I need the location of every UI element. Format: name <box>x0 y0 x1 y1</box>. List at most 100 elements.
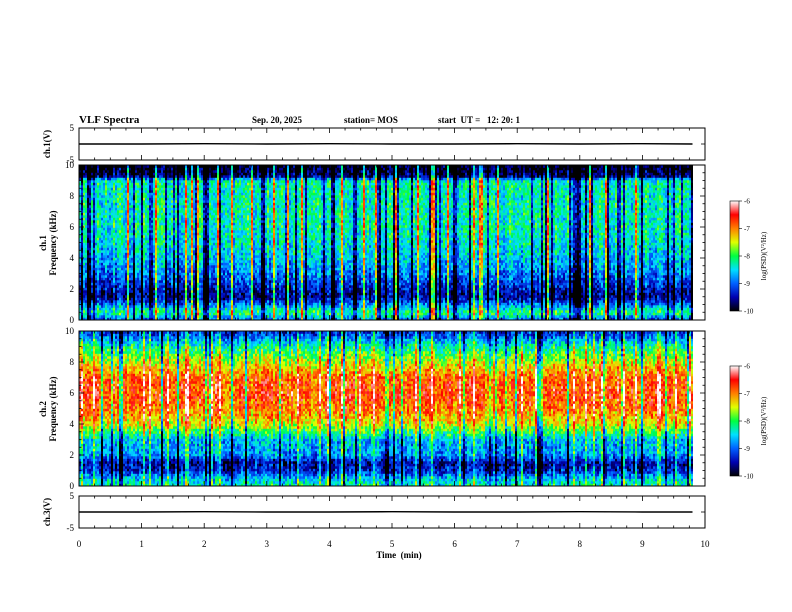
ch2-spectrogram-column <box>199 331 201 487</box>
ch1-spectrogram-column <box>519 165 521 321</box>
ch3-axis-label: ch.3(V) <box>42 498 52 526</box>
ch1-spectrogram-column <box>291 165 293 321</box>
ch2-spectrogram-column <box>239 331 241 487</box>
ch2-spectrogram-column <box>393 331 395 487</box>
ch2-spectrogram-column <box>623 331 625 487</box>
ch2-spectrogram-column <box>453 331 455 487</box>
ch2-spectrogram-column <box>627 331 629 487</box>
ch2-spectrogram-column <box>377 331 379 487</box>
ch1-spectrogram-column <box>593 165 595 321</box>
ch1-spectrogram-column <box>285 165 287 321</box>
ch1-spectrogram-column <box>175 165 177 321</box>
ch2-spectrogram-column <box>373 331 375 487</box>
ch2-spectrogram-column <box>435 331 437 487</box>
ch1-spectrogram-column <box>207 165 209 321</box>
ch2-spectrogram-column <box>155 331 157 487</box>
ch2-spectrogram-panel: 0 2 4 6 8 10 ch.2 Frequency (kHz) <box>38 326 706 491</box>
ch2-spectrogram-column <box>589 331 591 487</box>
ch2-spectrogram-column <box>477 331 479 487</box>
ch1-spectrogram-column <box>123 165 125 321</box>
x-axis-label: Time (min) <box>376 550 421 560</box>
ch1-spectrogram-column <box>669 165 671 321</box>
ch1-spectrogram-column <box>623 165 625 321</box>
ch1-spectrogram-column <box>249 165 251 321</box>
ch1-spectrogram-column <box>357 165 359 321</box>
ch2-spectrogram-column <box>417 331 419 487</box>
ch2-spectrogram-column <box>179 331 181 487</box>
ch2-spectrogram-column <box>361 331 363 487</box>
ch1-spectrogram-column <box>551 165 553 321</box>
ch1-spectrogram-column <box>473 165 475 321</box>
ch1-spectrogram-column <box>673 165 675 321</box>
ch1-spectrogram-column <box>655 165 657 321</box>
ch1-spectrogram-column <box>287 165 289 321</box>
ch2-spectrogram-column <box>185 331 187 487</box>
ch1-spectrogram-column <box>439 165 441 321</box>
ch1-spectrogram-column <box>239 165 241 321</box>
ch2-spectrogram-column <box>135 331 137 487</box>
ch1-spectrogram-column <box>521 165 523 321</box>
ch2-spectrogram-column <box>321 331 323 487</box>
ch2-spectrogram-column <box>391 331 393 487</box>
ch1-spectrogram-column <box>87 165 89 321</box>
ch2-spectrogram-column <box>165 331 167 487</box>
ch1-spectrogram-column <box>563 165 565 321</box>
ch1-spectrogram-column <box>331 165 333 321</box>
x-tick-label: 6 <box>452 539 457 549</box>
ch1-spectrogram-column <box>687 165 689 321</box>
ch1-spectrogram-column <box>231 165 233 321</box>
ch1-spectrogram-column <box>143 165 145 321</box>
ch2-spectrogram-column <box>511 331 513 487</box>
ch2-spectrogram-column <box>545 331 547 487</box>
ch1-spectrogram-column <box>615 165 617 321</box>
ch2-spectrogram-column <box>607 331 609 487</box>
ch1-spectrogram-column <box>537 165 539 321</box>
ch2-spectrogram-column <box>227 331 229 487</box>
ch1-spectrogram-axis-label-channel: ch.1 <box>38 235 48 251</box>
ch2-spectrogram-column <box>193 331 195 487</box>
ch1-spectrogram-column <box>223 165 225 321</box>
ch2-spectrogram-column <box>569 331 571 487</box>
ch2-spectrogram-column <box>655 331 657 487</box>
ch2-spectrogram-column <box>367 331 369 487</box>
ch2-spectrogram-column <box>659 331 661 487</box>
ch2-spectrogram-column <box>625 331 627 487</box>
ch2-spectrogram-column <box>99 331 101 487</box>
ch1-spectrogram-column <box>283 165 285 321</box>
ch1-spectrogram-column <box>359 165 361 321</box>
ch2-spectrogram-column <box>197 331 199 487</box>
ch2-spectrogram-column <box>89 331 91 487</box>
ch1-spectrogram-column <box>345 165 347 321</box>
ch2-spectrogram-column <box>427 331 429 487</box>
ch1-spectrogram-column <box>391 165 393 321</box>
ch2-spectrogram-column <box>303 331 305 487</box>
ch1-spectrogram-column <box>131 165 133 321</box>
ch1-spectrogram-column <box>373 165 375 321</box>
ch1-spectrogram-column <box>277 165 279 321</box>
ch2-spectrogram-column <box>275 331 277 487</box>
ch1-spectrogram-y-tick-label: 8 <box>70 191 75 201</box>
ch1-spectrogram-column <box>459 165 461 321</box>
ch2-spectrogram-column <box>671 331 673 487</box>
ch1-spectrogram-column <box>147 165 149 321</box>
ch1-spectrogram-column <box>337 165 339 321</box>
ch2-spectrogram-column <box>265 331 267 487</box>
ch1-spectrogram-column <box>657 165 659 321</box>
ch1-spectrogram-column <box>457 165 459 321</box>
ch1-spectrogram-column <box>195 165 197 321</box>
ch2-spectrogram-column <box>311 331 313 487</box>
ch1-waveform-panel: 5 -5 ch.1(V) <box>42 123 706 165</box>
ch1-spectrogram-column <box>101 165 103 321</box>
ch1-spectrogram-column <box>609 165 611 321</box>
ch1-spectrogram-column <box>399 165 401 321</box>
ch1-colorbar: -6 -7 -8 -9 -10 log(PSD)(V²/Hz) <box>729 198 768 316</box>
ch2-spectrogram-column <box>233 331 235 487</box>
ch2-spectrogram-column <box>403 331 405 487</box>
ch2-spectrogram-column <box>565 331 567 487</box>
x-tick-label: 3 <box>265 539 270 549</box>
ch2-spectrogram-column <box>331 331 333 487</box>
ch1-spectrogram-column <box>575 165 577 321</box>
ch2-spectrogram-column <box>413 331 415 487</box>
x-tick-label: 7 <box>515 539 520 549</box>
ch1-spectrogram-axis-label-frequency: Frequency (kHz) <box>48 210 58 275</box>
